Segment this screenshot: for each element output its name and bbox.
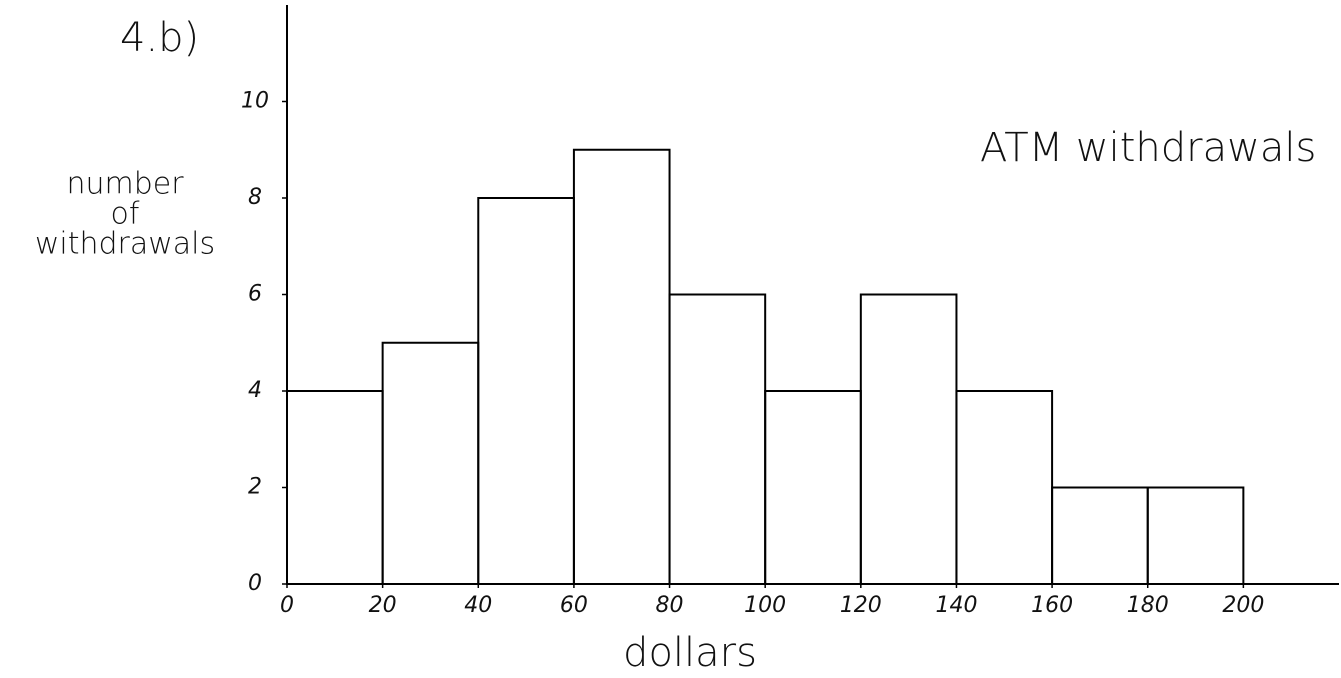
bar	[955, 390, 1054, 585]
x-tick-label: 80	[656, 593, 684, 618]
bar	[477, 197, 575, 585]
bar	[859, 293, 958, 585]
x-tick-label: 20	[369, 593, 397, 618]
bar	[1051, 486, 1149, 585]
bar	[764, 390, 862, 585]
y-axis-label: of	[111, 197, 140, 232]
x-tick-label: 40	[464, 593, 492, 618]
problem-label: 4.b)	[120, 15, 199, 61]
x-tick-label: 140	[935, 593, 977, 618]
y-axis-label: withdrawals	[35, 227, 215, 262]
bar	[572, 148, 671, 585]
y-tick-label: 6	[248, 282, 262, 307]
bar	[668, 293, 767, 585]
x-tick-label: 180	[1127, 593, 1169, 618]
bar	[381, 341, 480, 585]
x-tick-label: 0	[280, 593, 294, 618]
y-tick-label: 0	[248, 571, 262, 596]
y-tick-label: 4	[248, 378, 262, 403]
x-tick-label: 120	[840, 593, 882, 618]
y-tick-label: 2	[248, 475, 262, 500]
bar	[286, 390, 384, 585]
y-tick-label: 8	[248, 185, 262, 210]
x-tick-label: 60	[560, 593, 588, 618]
x-axis-label: dollars	[623, 630, 757, 676]
x-tick-label: 100	[744, 593, 786, 618]
x-tick-label: 160	[1031, 593, 1073, 618]
bar	[1146, 486, 1245, 585]
y-tick-label: 10	[241, 89, 269, 114]
x-tick-label: 200	[1222, 593, 1264, 618]
y-axis-label: number	[66, 167, 184, 202]
chart-title: ATM withdrawals	[980, 125, 1316, 171]
